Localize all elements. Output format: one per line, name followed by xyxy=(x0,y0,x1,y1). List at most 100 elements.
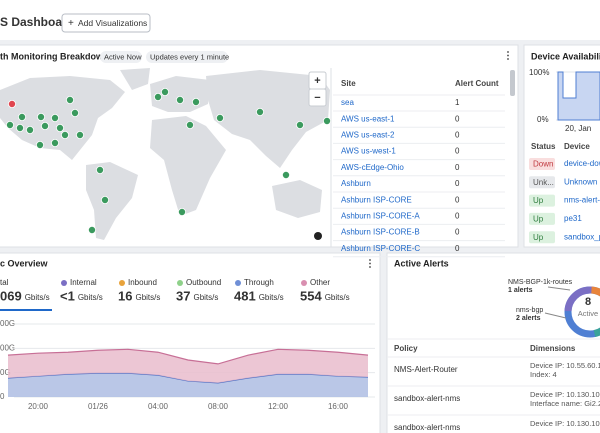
device-link[interactable]: sandbox_pe xyxy=(564,232,600,241)
legend-dot xyxy=(61,280,67,286)
status-label: Unk... xyxy=(533,178,554,187)
scrollbar[interactable] xyxy=(510,70,515,96)
site-dot[interactable] xyxy=(51,114,60,123)
site-dot[interactable] xyxy=(153,93,162,102)
zoom-out-label[interactable]: − xyxy=(314,92,320,104)
alert-count: 0 xyxy=(455,228,460,237)
site-dot[interactable] xyxy=(101,195,110,204)
land xyxy=(272,180,322,218)
site-link[interactable]: AWS us-west-1 xyxy=(341,147,396,156)
site-dot[interactable] xyxy=(322,117,331,126)
callout-line xyxy=(544,286,571,319)
status-badge xyxy=(529,212,555,225)
site-dot[interactable] xyxy=(185,121,194,130)
y-tick-label: 00G xyxy=(0,343,15,352)
site-dot[interactable] xyxy=(191,98,200,107)
column-header: Alert Count xyxy=(455,79,499,88)
site-dot[interactable] xyxy=(295,121,304,130)
site-dot[interactable] xyxy=(175,96,184,105)
site-link[interactable]: AWS us-east-1 xyxy=(341,114,395,123)
alert-count: 0 xyxy=(455,163,460,172)
callout-count: 2 alerts xyxy=(516,315,541,322)
site-dot[interactable] xyxy=(36,140,45,149)
site-dot[interactable] xyxy=(25,126,34,135)
alert-count: 0 xyxy=(455,131,460,140)
device-link[interactable]: device-dow xyxy=(564,159,600,168)
donut-segment xyxy=(564,286,600,338)
site-dot-alert[interactable] xyxy=(7,100,16,109)
site-dot[interactable] xyxy=(66,96,75,105)
x-tick-label: 04:00 xyxy=(148,402,169,411)
device-link[interactable]: Unknown D xyxy=(564,177,600,186)
policy-name: NMS-Alert-Router xyxy=(394,365,458,374)
legend-dot xyxy=(301,280,307,286)
site-link[interactable]: Ashburn ISP-CORE-A xyxy=(341,212,420,221)
site-dot[interactable] xyxy=(15,124,24,133)
x-tick-label: 20, Jan xyxy=(565,124,591,133)
selected-tab xyxy=(0,309,52,311)
site-dot[interactable] xyxy=(160,88,169,97)
stat-unit: Gbits/s xyxy=(325,293,350,302)
site-dot[interactable] xyxy=(37,113,46,122)
world-map: + − xyxy=(0,68,330,240)
badge xyxy=(100,51,142,63)
area xyxy=(8,373,368,397)
site-link[interactable]: Ashburn xyxy=(341,179,371,188)
info-icon[interactable] xyxy=(314,232,322,240)
status-badge xyxy=(529,194,555,207)
legend-dot xyxy=(177,280,183,286)
site-link[interactable]: AWS-cEdge-Ohio xyxy=(341,163,404,172)
policy-name: sandbox-alert-nms xyxy=(394,423,460,432)
site-dot[interactable] xyxy=(88,225,97,234)
site-dot[interactable] xyxy=(71,109,80,118)
site-dot[interactable] xyxy=(96,165,105,174)
policy-name: sandbox-alert-nms xyxy=(394,394,460,403)
site-dot[interactable] xyxy=(255,108,264,117)
y-tick-label: 0% xyxy=(537,115,549,124)
stat-label: Outbound xyxy=(186,278,221,287)
add-button-label[interactable]: Add Visualizations xyxy=(78,18,147,28)
site-dot[interactable] xyxy=(61,130,70,139)
site-dot[interactable] xyxy=(41,122,50,131)
status-label: Up xyxy=(533,196,544,205)
zoom-out[interactable] xyxy=(308,88,327,107)
zoom-in-label[interactable]: + xyxy=(314,75,320,87)
add-button[interactable] xyxy=(61,13,151,33)
stat-label: Internal xyxy=(70,278,97,287)
callout-name: nms-bgp xyxy=(516,307,543,314)
menu-icon[interactable]: ⋮ xyxy=(503,51,513,62)
stat-unit: Gbits/s xyxy=(259,293,284,302)
site-dot[interactable] xyxy=(17,113,26,122)
site-dot[interactable] xyxy=(215,114,224,123)
x-tick-label: 20:00 xyxy=(28,402,49,411)
site-link[interactable]: Ashburn ISP-CORE-C xyxy=(341,244,420,253)
stat-label: tal xyxy=(0,278,9,287)
site-dot[interactable] xyxy=(177,207,186,216)
dimension: Device IP: 10.130.101 xyxy=(530,419,600,428)
device-link[interactable]: nms-alert-r xyxy=(564,196,600,205)
plus-icon[interactable]: + xyxy=(68,18,74,29)
site-dot[interactable] xyxy=(51,138,60,147)
alert-count: 0 xyxy=(455,212,460,221)
dimension: Device IP: 10.55.60.15 xyxy=(530,361,600,370)
stat-value: 554 xyxy=(300,288,322,303)
site-dot[interactable] xyxy=(6,121,14,130)
site-link[interactable]: Ashburn ISP-CORE xyxy=(341,195,412,204)
dashboard-title: S Dashboard xyxy=(0,15,74,29)
status-badge xyxy=(529,158,555,170)
menu-icon[interactable]: ⋮ xyxy=(365,259,375,270)
x-tick-label: 01/26 xyxy=(88,402,109,411)
stat-label: Through xyxy=(244,278,274,287)
site-dot[interactable] xyxy=(76,130,85,139)
stat-unit: Gbits/s xyxy=(25,293,50,302)
site-link[interactable]: AWS us-east-2 xyxy=(341,131,395,140)
y-tick-label: 00G xyxy=(0,319,15,328)
column-header: Status xyxy=(531,142,556,151)
land xyxy=(206,70,330,168)
site-dot[interactable] xyxy=(281,170,290,179)
site-link[interactable]: Ashburn ISP-CORE-B xyxy=(341,228,420,237)
site-dot[interactable] xyxy=(56,124,65,133)
status-label: Up xyxy=(533,233,544,242)
site-link[interactable]: sea xyxy=(341,98,354,107)
device-link[interactable]: pe31 xyxy=(564,214,582,223)
